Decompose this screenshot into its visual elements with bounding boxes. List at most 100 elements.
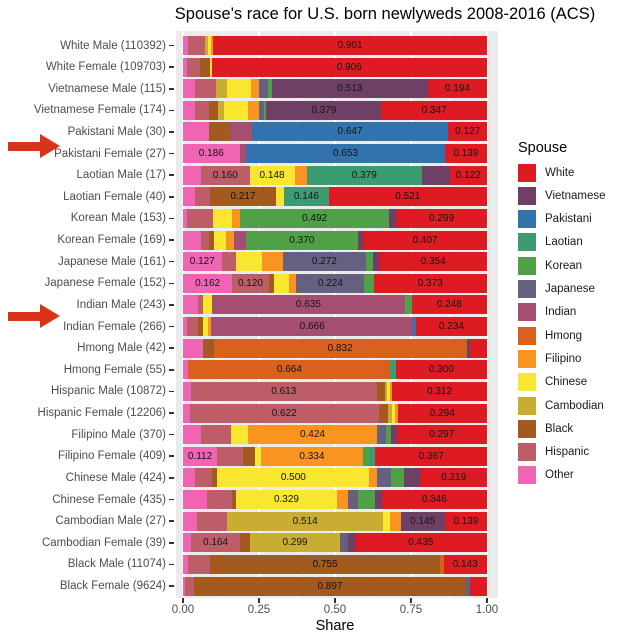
arrow-body (8, 141, 40, 151)
bar-segment-vietnamese (390, 425, 397, 445)
bar-segment-filipino (336, 490, 349, 510)
x-tick-label: 0.00 (171, 604, 195, 616)
segment-value-label: 0.162 (195, 277, 221, 289)
bar-segment-hispanic (187, 36, 205, 55)
bar-segment-black (197, 317, 203, 337)
segment-value-label: 0.143 (452, 558, 478, 570)
bar-row: 0.379 0.347 (183, 100, 487, 120)
segment-value-label: 0.272 (311, 256, 337, 268)
y-axis-tick (169, 347, 174, 349)
bar-segment-black (199, 57, 210, 77)
legend-label: White (545, 166, 575, 179)
bar-segment-black: 0.897 (193, 576, 467, 596)
gridline-minor (221, 31, 222, 598)
y-axis-label: Cambodian Male (27) (55, 515, 166, 528)
bar-row: 0.901 (183, 36, 487, 55)
segment-value-label: 0.145 (410, 515, 436, 527)
segment-value-label: 0.248 (436, 299, 462, 311)
bar-segment-chinese (386, 381, 390, 401)
bar-segment-cambodian (388, 403, 393, 423)
bar-segment-vietnamese (372, 252, 380, 272)
bar-segment-chinese (227, 79, 252, 99)
bar-segment-other (183, 425, 202, 445)
bar-segment-other (183, 468, 196, 488)
bar-segment-cambodian (216, 79, 228, 99)
bar-segment-white: 0.312 (392, 381, 487, 401)
gridline-minor (297, 31, 298, 598)
bar-row: 0.897 (183, 576, 487, 596)
y-axis-tick (169, 260, 174, 263)
legend-swatch (518, 419, 536, 438)
bar-segment-black (268, 273, 274, 293)
bar-segment-black (209, 230, 215, 250)
bar-segment-other (183, 57, 187, 77)
x-tick-label: 0.50 (323, 604, 347, 616)
bar-segment-japanese: 0.224 (296, 273, 365, 293)
y-axis-tick (169, 282, 174, 285)
bar-segment-laotian (390, 360, 396, 380)
x-axis-tick (486, 598, 488, 603)
bar-segment-chinese (255, 446, 262, 466)
bar-segment-black (240, 533, 250, 553)
legend-label: Hmong (545, 329, 583, 342)
gridline-major (258, 31, 260, 598)
legend-title: Spouse (518, 140, 568, 156)
bar-segment-japanese (258, 79, 269, 99)
segment-value-label: 0.897 (317, 580, 343, 592)
bar-row: 0.162 0.120 0.224 0.373 (183, 273, 487, 293)
chart-title: Spouse's race for U.S. born newlyweds 20… (174, 5, 596, 23)
bar-segment-korean (365, 252, 373, 272)
segment-value-label: 0.148 (259, 169, 285, 181)
x-axis-title: Share (315, 618, 355, 634)
legend-swatch (518, 349, 536, 368)
bar-segment-other: 0.186 (183, 144, 240, 164)
y-axis-label: Vietnamese Female (174) (33, 104, 166, 117)
bar-segment-filipino (210, 36, 214, 55)
bar-segment-korean (263, 100, 267, 120)
y-axis-label: White Male (110392) (60, 39, 166, 52)
y-axis-tick (169, 87, 174, 90)
bar-segment-pakistani: 0.653 (246, 144, 445, 164)
bar-segment-other (183, 554, 188, 574)
segment-value-label: 0.492 (302, 212, 328, 224)
bar-segment-white: 0.346 (381, 490, 487, 510)
bar-segment-black: 0.217 (210, 187, 276, 207)
bar-row: 0.755 0.143 (183, 554, 487, 574)
segment-value-label: 0.194 (444, 83, 470, 95)
bar-segment-filipino (231, 208, 240, 228)
bar-segment-hmong (439, 554, 444, 574)
segment-value-label: 0.186 (198, 148, 224, 160)
y-axis-tick (169, 563, 174, 566)
segment-value-label: 0.379 (351, 169, 377, 181)
bar-segment-black (211, 468, 218, 488)
bar-segment-white: 0.906 (211, 57, 487, 77)
bar-segment-hispanic: 0.164 (190, 533, 241, 553)
y-axis-label: Vietnamese Male (115) (48, 82, 166, 95)
bar-segment-vietnamese (421, 165, 450, 185)
segment-value-label: 0.299 (282, 537, 308, 549)
y-axis-label: Laotian Male (17) (76, 169, 167, 182)
segment-value-label: 0.329 (273, 494, 299, 506)
bar-segment-other: 0.112 (183, 446, 218, 466)
bar-row: 0.424 0.297 (183, 425, 487, 445)
bar-segment-cambodian: 0.299 (249, 533, 341, 553)
bar-row: 0.500 0.219 (183, 468, 487, 488)
bar-segment-hispanic (195, 187, 211, 207)
bar-segment-white: 0.248 (411, 295, 487, 315)
bar-row: 0.370 0.407 (183, 230, 487, 250)
bar-segment-hispanic (196, 511, 228, 531)
legend-label: Chinese (545, 376, 588, 389)
bar-segment-hispanic (221, 252, 237, 272)
segment-value-label: 0.347 (421, 104, 447, 116)
bar-segment-white: 0.194 (427, 79, 487, 99)
x-axis-tick (258, 598, 260, 603)
bar-segment-filipino (390, 511, 401, 531)
bar-segment-other (183, 208, 187, 228)
bar-segment-white: 0.219 (420, 468, 487, 488)
legend-label: Laotian (545, 236, 583, 249)
bar-segment-korean (364, 273, 374, 293)
bar-segment-chinese (231, 425, 249, 445)
segment-value-label: 0.300 (428, 364, 454, 376)
bar-segment-hispanic (217, 446, 243, 466)
bar-segment-vietnamese (389, 208, 397, 228)
